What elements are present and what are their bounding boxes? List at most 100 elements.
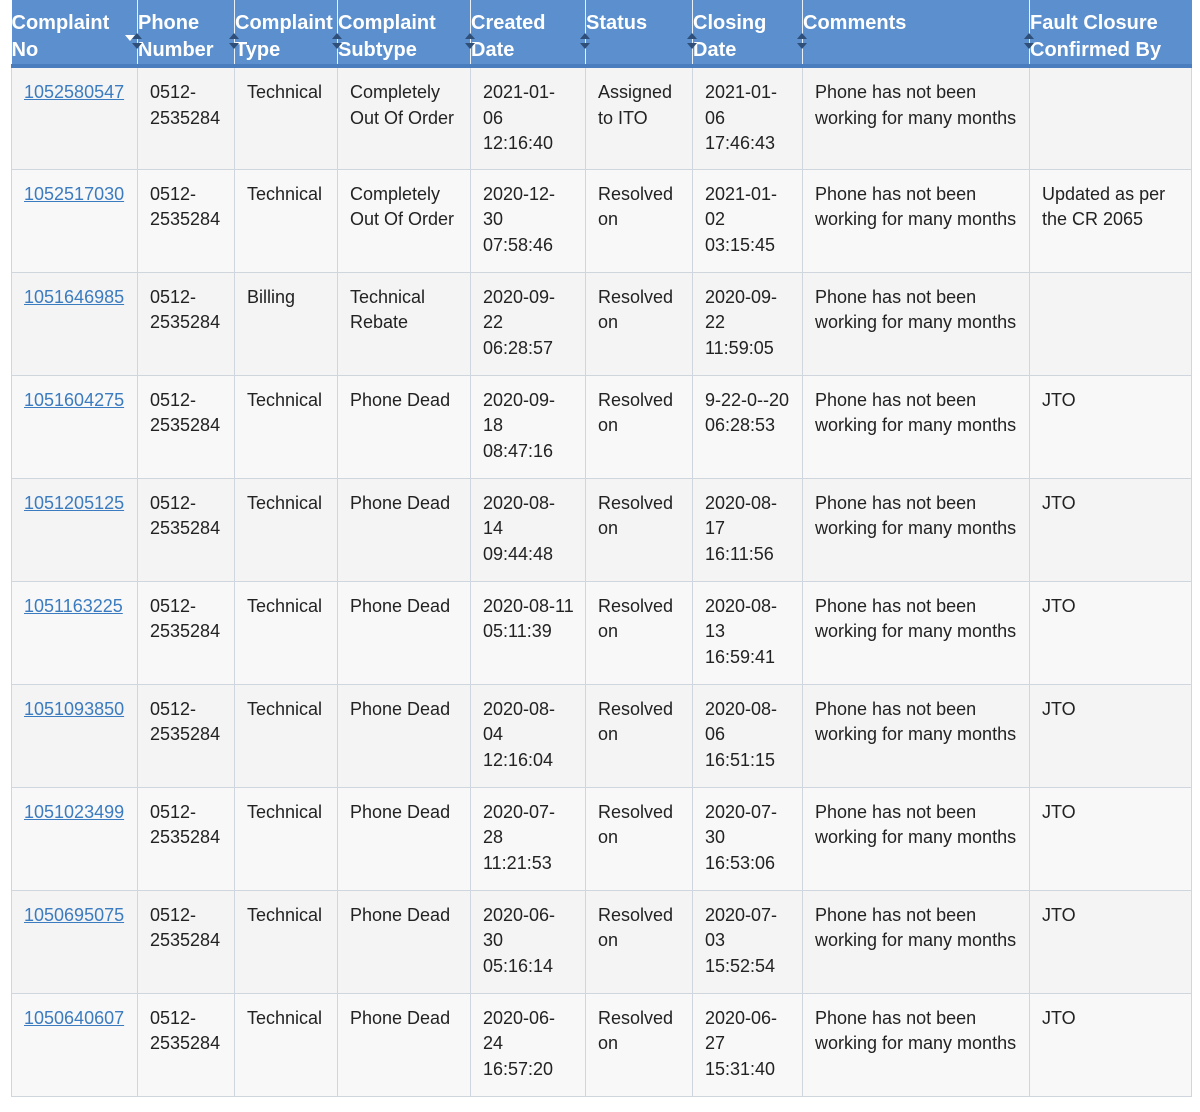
- complaint-no-cell: 1051023499: [11, 787, 138, 891]
- table-row: 1051023499 0512-2535284 Technical Phone Dea…: [11, 787, 1192, 891]
- comments-cell: Phone has not been working for many mont…: [802, 169, 1030, 273]
- complaint-subtype-cell: Phone Dead: [337, 581, 471, 685]
- status-cell: Resolved on: [585, 581, 693, 685]
- complaint-subtype-cell: Completely Out Of Order: [337, 66, 471, 170]
- closing-date-cell: 9-22-0--20 06:28:53: [692, 375, 803, 479]
- complaint-no-cell: 1050640607: [11, 993, 138, 1097]
- fault-closure-confirmed-by-cell: JTO: [1029, 890, 1192, 994]
- phone-number-cell: 0512-2535284: [137, 890, 235, 994]
- fault-closure-confirmed-by-cell: JTO: [1029, 581, 1192, 685]
- header-created-date[interactable]: Created Date: [465, 0, 586, 66]
- comments-cell: Phone has not been working for many mont…: [802, 375, 1030, 479]
- sort-icon[interactable]: [229, 32, 239, 50]
- header-label: Comments: [803, 12, 907, 34]
- complaint-no-cell: 1051646985: [11, 272, 138, 376]
- fault-closure-confirmed-by-cell: Updated as per the CR 2065: [1029, 169, 1192, 273]
- complaint-no-cell: 1051093850: [11, 684, 138, 788]
- complaint-no-link[interactable]: 1051604275: [24, 389, 125, 410]
- complaint-no-cell: 1052517030: [11, 169, 138, 273]
- header-complaint-subtype[interactable]: Complaint Subtype: [332, 0, 471, 66]
- fault-closure-confirmed-by-cell: JTO: [1029, 478, 1192, 582]
- header-closing-date[interactable]: Closing Date: [687, 0, 803, 66]
- created-date-cell: 2021-01-06 12:16:40: [470, 66, 586, 170]
- complaint-subtype-cell: Phone Dead: [337, 684, 471, 788]
- fault-closure-confirmed-by-cell: JTO: [1029, 684, 1192, 788]
- complaint-type-cell: Technical: [234, 787, 338, 891]
- table-header: Complaint No Phone Number Complaint Type Co…: [11, 0, 1192, 66]
- complaint-no-link[interactable]: 1051205125: [24, 492, 125, 513]
- fault-closure-confirmed-by-cell: JTO: [1029, 993, 1192, 1097]
- complaint-subtype-cell: Phone Dead: [337, 375, 471, 479]
- table-row: 1051093850 0512-2535284 Technical Phone Dea…: [11, 684, 1192, 788]
- complaint-no-link[interactable]: 1052517030: [24, 183, 125, 204]
- header-phone-number[interactable]: Phone Number: [132, 0, 235, 66]
- complaint-no-link[interactable]: 1052580547: [24, 82, 125, 102]
- sort-icon[interactable]: [332, 32, 342, 50]
- comments-cell: Phone has not been working for many mont…: [802, 272, 1030, 376]
- comments-cell: Phone has not been working for many mont…: [802, 787, 1030, 891]
- sort-icon[interactable]: [465, 32, 475, 50]
- sort-icon[interactable]: [132, 32, 142, 50]
- sort-icon[interactable]: [1024, 32, 1034, 50]
- header-status[interactable]: Status: [580, 0, 693, 66]
- table-row: 1050695075 0512-2535284 Technical Phone Dea…: [11, 890, 1192, 994]
- comments-cell: Phone has not been working for many mont…: [802, 66, 1030, 170]
- status-cell: Resolved on: [585, 169, 693, 273]
- complaint-no-link[interactable]: 1050695075: [24, 904, 125, 925]
- header-label: Closing Date: [693, 12, 767, 61]
- complaint-subtype-cell: Phone Dead: [337, 787, 471, 891]
- table-row: 1051163225 0512-2535284 Technical Phone Dea…: [11, 581, 1192, 685]
- created-date-cell: 2020-09-22 06:28:57: [470, 272, 586, 376]
- table-row: 1051646985 0512-2535284 Billing Technical R…: [11, 272, 1192, 376]
- sort-icon[interactable]: [580, 32, 590, 50]
- closing-date-cell: 2020-08-13 16:59:41: [692, 581, 803, 685]
- complaint-no-cell: 1051205125: [11, 478, 138, 582]
- phone-number-cell: 0512-2535284: [137, 993, 235, 1097]
- complaint-type-cell: Technical: [234, 684, 338, 788]
- complaint-no-cell: 1051604275: [11, 375, 138, 479]
- complaint-subtype-cell: Technical Rebate: [337, 272, 471, 376]
- status-cell: Resolved on: [585, 787, 693, 891]
- complaint-subtype-cell: Phone Dead: [337, 890, 471, 994]
- comments-cell: Phone has not been working for many mont…: [802, 684, 1030, 788]
- header-label: Complaint Type: [235, 12, 333, 61]
- created-date-cell: 2020-07-28 11:21:53: [470, 787, 586, 891]
- comments-cell: Phone has not been working for many mont…: [802, 478, 1030, 582]
- sort-icon[interactable]: [687, 32, 697, 50]
- closing-date-cell: 2021-01-02 03:15:45: [692, 169, 803, 273]
- header-label: Fault Closure Confirmed By: [1030, 12, 1162, 61]
- created-date-cell: 2020-06-30 05:16:14: [470, 890, 586, 994]
- status-cell: Resolved on: [585, 684, 693, 788]
- table-row: 1050640607 0512-2535284 Technical Phone Dea…: [11, 993, 1192, 1097]
- created-date-cell: 2020-08-14 09:44:48: [470, 478, 586, 582]
- complaint-no-link[interactable]: 1051646985: [24, 286, 125, 307]
- complaint-type-cell: Technical: [234, 169, 338, 273]
- complaints-table: Complaint No Phone Number Complaint Type Co…: [11, 0, 1192, 1097]
- complaint-no-link[interactable]: 1051163225: [24, 595, 123, 616]
- header-row: Complaint No Phone Number Complaint Type Co…: [11, 0, 1192, 66]
- header-complaint-no[interactable]: Complaint No: [11, 0, 138, 66]
- status-cell: Assigned to ITO: [585, 66, 693, 170]
- status-cell: Resolved on: [585, 993, 693, 1097]
- complaint-no-link[interactable]: 1050640607: [24, 1007, 125, 1028]
- phone-number-cell: 0512-2535284: [137, 684, 235, 788]
- complaint-no-cell: 1052580547: [11, 66, 138, 170]
- header-comments[interactable]: Comments: [797, 0, 1030, 66]
- header-complaint-type[interactable]: Complaint Type: [229, 0, 338, 66]
- complaint-no-cell: 1050695075: [11, 890, 138, 994]
- phone-number-cell: 0512-2535284: [137, 375, 235, 479]
- fault-closure-confirmed-by-cell: [1029, 272, 1192, 376]
- complaints-table-container: Complaint No Phone Number Complaint Type Co…: [11, 0, 1192, 1097]
- sort-icon[interactable]: [797, 32, 807, 50]
- header-label: Phone Number: [138, 12, 214, 61]
- complaint-type-cell: Technical: [234, 66, 338, 170]
- complaint-subtype-cell: Phone Dead: [337, 478, 471, 582]
- header-label: Created Date: [471, 12, 546, 61]
- table-row: 1052580547 0512-2535284 Technical Completel…: [11, 66, 1192, 170]
- sort-desc-icon[interactable]: [124, 28, 135, 46]
- created-date-cell: 2020-08-04 12:16:04: [470, 684, 586, 788]
- complaint-no-link[interactable]: 1051023499: [24, 801, 125, 822]
- complaint-no-link[interactable]: 1051093850: [24, 698, 125, 719]
- complaint-type-cell: Technical: [234, 375, 338, 479]
- header-fault-closure-confirmed-by[interactable]: Fault Closure Confirmed By: [1024, 0, 1192, 66]
